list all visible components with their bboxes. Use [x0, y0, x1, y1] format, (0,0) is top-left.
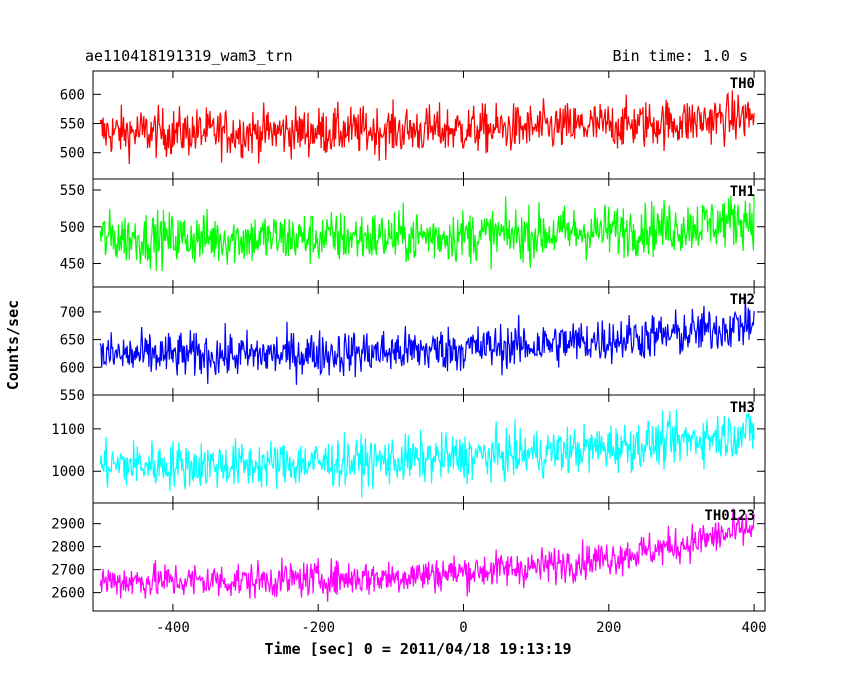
series-line-th1	[99, 195, 755, 272]
series-line-th0	[99, 90, 755, 164]
series-line-th3	[99, 409, 755, 498]
x-axis: -400 -200 0 200 400	[156, 620, 767, 636]
y-tick-label: 600	[60, 87, 85, 103]
panel-th2: 550 600 650 700 TH2	[60, 286, 766, 404]
y-tick-label: 550	[60, 388, 85, 404]
y-tick-label: 700	[60, 305, 85, 321]
y-tick-label: 600	[60, 360, 85, 376]
series-line-th2	[99, 294, 755, 385]
y-tick-label: 500	[60, 220, 85, 236]
y-tick-label: 550	[60, 183, 85, 199]
x-tick-label: -200	[301, 620, 335, 636]
panel-frame	[92, 502, 766, 612]
panel-th1: 450 500 550 TH1	[60, 178, 766, 288]
x-tick-label: 0	[459, 620, 467, 636]
y-tick-label: 550	[60, 117, 85, 133]
y-tick-label: 500	[60, 146, 85, 162]
series-name-th2: TH2	[730, 292, 755, 308]
y-tick-label: 650	[60, 333, 85, 349]
x-tick-label: 200	[596, 620, 621, 636]
y-axis-label: Counts/sec	[4, 300, 22, 390]
y-tick-label: 450	[60, 256, 85, 272]
series-line-th0123	[99, 508, 755, 602]
panel-th0123: 2600 2700 2800 2900 TH0123	[51, 502, 766, 612]
chart-title-right: Bin time: 1.0 s	[613, 47, 748, 65]
x-tick-label: -400	[156, 620, 190, 636]
series-name-th1: TH1	[730, 184, 755, 200]
y-tick-label: 2600	[51, 586, 85, 602]
y-tick-label: 2700	[51, 563, 85, 579]
x-tick-label: 400	[741, 620, 766, 636]
chart-title-left: ae110418191319_wam3_trn	[85, 47, 293, 65]
panel-th0: 500 550 600 TH0	[60, 70, 766, 180]
x-axis-label: Time [sec] 0 = 2011/04/18 19:13:19	[264, 640, 571, 658]
panel-th3: 1000 1100 TH3	[51, 394, 766, 504]
y-tick-label: 1100	[51, 422, 85, 438]
series-name-th0: TH0	[730, 76, 755, 92]
y-tick-label: 2800	[51, 540, 85, 556]
series-name-th0123: TH0123	[704, 508, 755, 524]
y-tick-label: 1000	[51, 464, 85, 480]
series-name-th3: TH3	[730, 400, 755, 416]
y-tick-label: 2900	[51, 517, 85, 533]
panels-group: 500 550 600 TH0 450 500 550 TH1 550 600 650 700 TH2 1…	[51, 70, 766, 612]
